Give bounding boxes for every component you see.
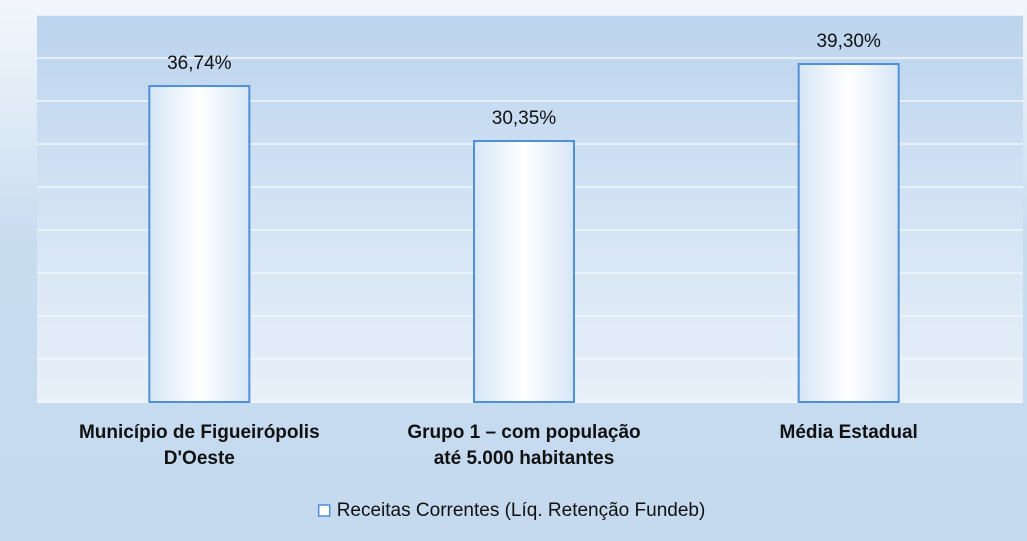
x-tick-label: D'Oeste [164, 448, 235, 469]
x-tick-label: Média Estadual [780, 422, 918, 443]
x-tick-label: Município de Figueirópolis [79, 422, 320, 443]
legend-swatch [317, 504, 331, 517]
bar [148, 85, 251, 403]
bar [797, 63, 900, 404]
x-tick-label: até 5.000 habitantes [434, 448, 615, 469]
data-label: 39,30% [816, 31, 881, 52]
x-tick-label: Grupo 1 – com população [407, 422, 640, 443]
legend-label: Receitas Correntes (Líq. Retenção Fundeb… [337, 500, 706, 521]
bar [473, 139, 575, 404]
data-label: 30,35% [492, 108, 557, 129]
data-label: 36,74% [167, 53, 232, 74]
